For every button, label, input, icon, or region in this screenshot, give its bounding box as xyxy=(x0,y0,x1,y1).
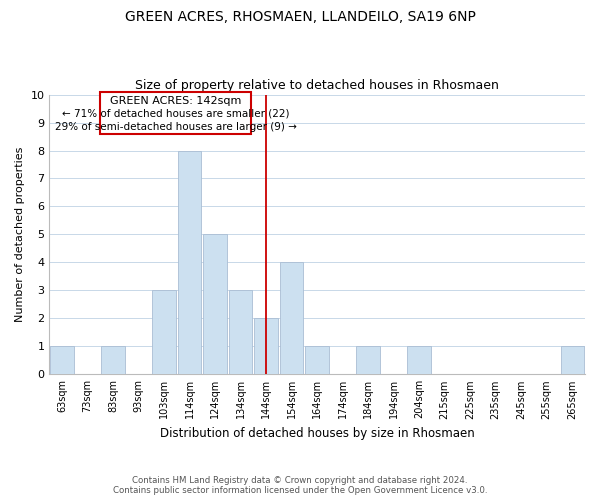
Bar xyxy=(280,262,304,374)
Bar xyxy=(178,150,202,374)
Title: Size of property relative to detached houses in Rhosmaen: Size of property relative to detached ho… xyxy=(135,79,499,92)
Bar xyxy=(203,234,227,374)
Bar xyxy=(356,346,380,374)
Bar xyxy=(152,290,176,374)
Bar xyxy=(560,346,584,374)
Text: 29% of semi-detached houses are larger (9) →: 29% of semi-detached houses are larger (… xyxy=(55,122,296,132)
Text: GREEN ACRES, RHOSMAEN, LLANDEILO, SA19 6NP: GREEN ACRES, RHOSMAEN, LLANDEILO, SA19 6… xyxy=(125,10,475,24)
Bar xyxy=(50,346,74,374)
Bar xyxy=(407,346,431,374)
Text: GREEN ACRES: 142sqm: GREEN ACRES: 142sqm xyxy=(110,96,241,106)
Bar xyxy=(305,346,329,374)
Y-axis label: Number of detached properties: Number of detached properties xyxy=(15,146,25,322)
Bar xyxy=(101,346,125,374)
Text: ← 71% of detached houses are smaller (22): ← 71% of detached houses are smaller (22… xyxy=(62,109,289,119)
Text: Contains HM Land Registry data © Crown copyright and database right 2024.
Contai: Contains HM Land Registry data © Crown c… xyxy=(113,476,487,495)
FancyBboxPatch shape xyxy=(100,92,251,134)
X-axis label: Distribution of detached houses by size in Rhosmaen: Distribution of detached houses by size … xyxy=(160,427,475,440)
Bar xyxy=(229,290,253,374)
Bar xyxy=(254,318,278,374)
